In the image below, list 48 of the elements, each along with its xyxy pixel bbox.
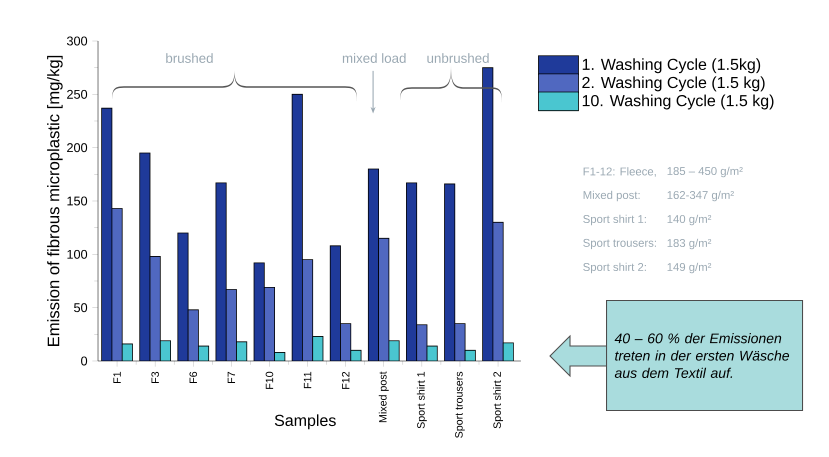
bar (378, 238, 390, 361)
y-tick-label: 50 (74, 303, 88, 312)
text: Mixed post: (584, 190, 640, 202)
text: Sport shirt 1: (583, 214, 646, 226)
x-tick-label: F10 (266, 372, 274, 389)
text: 140 g/m² (668, 214, 712, 226)
bar (264, 286, 275, 361)
text: 185 – 450 g/m² (668, 166, 743, 178)
x-tick-label: F3 (151, 372, 159, 383)
annotation: unbrushed (427, 53, 489, 63)
annotation: mixed load (342, 53, 406, 63)
x-tick-label: F1 (113, 372, 121, 383)
legend-label: 2. Washing Cycle (1.5 kg) (582, 76, 765, 92)
y-tick-label: 300 (66, 36, 88, 46)
text: F1-12: Fleece, (584, 167, 656, 177)
y-tick-label: 100 (67, 250, 88, 259)
y-tick-label: 200 (67, 143, 88, 152)
x-tick-label: Sport shirt 1 (416, 372, 427, 428)
bar (454, 323, 466, 361)
text: 162-347 g/m² (668, 190, 734, 202)
annotation: brushed (166, 53, 213, 63)
legend-label: 1. Washing Cycle (1.5kg) (582, 58, 760, 74)
x-tick-label: Sport shirt 2 (493, 372, 504, 428)
bar (416, 324, 428, 361)
bar (112, 208, 123, 361)
y-tick-label: 0 (81, 356, 88, 366)
x-axis-title: Samples (274, 414, 336, 430)
bar (188, 309, 199, 361)
bar (150, 256, 161, 361)
x-tick-label: F7 (228, 372, 236, 383)
bar (302, 259, 314, 361)
x-tick-label: Sport trousers (455, 372, 465, 438)
text: 183 g/m² (668, 238, 712, 250)
x-tick-label: F6 (189, 372, 198, 383)
y-tick-label: 250 (67, 90, 88, 99)
x-tick-label: F12 (342, 372, 350, 389)
x-tick-label: Mixed post (378, 371, 389, 422)
text: Sport trousers: (583, 238, 656, 250)
text: Sport shirt 2: (583, 262, 646, 274)
y-tick-label: 150 (67, 196, 88, 206)
y-axis-title: Emission of fibrous microplastic [mg/kg] (47, 56, 63, 346)
x-tick-label: F11 (304, 372, 312, 388)
text: 40 – 60 % der Emissionen treten in der ersten Wäsche aus dem Textil auf. (614, 333, 790, 378)
legend-label: 10. Washing Cycle (1.5 kg) (582, 94, 774, 110)
bar (492, 222, 504, 361)
bar (226, 289, 237, 361)
text: 149 g/m² (668, 262, 712, 274)
bar (340, 323, 352, 361)
